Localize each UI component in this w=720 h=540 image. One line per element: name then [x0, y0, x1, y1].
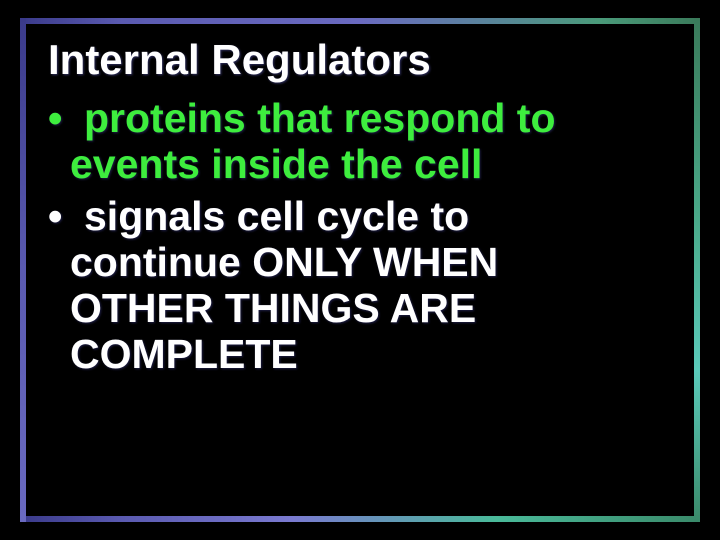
- bullet-list: proteins that respond to events inside t…: [48, 96, 680, 377]
- bullet-1-line-1: proteins that respond to: [84, 95, 556, 141]
- frame-border-right: [694, 18, 700, 522]
- bullet-item-2: signals cell cycle to continue ONLY WHEN…: [48, 194, 680, 378]
- bullet-2-line-1: signals cell cycle to: [84, 193, 469, 239]
- frame-border-bottom: [20, 516, 700, 522]
- bullet-2-line-4: COMPLETE: [70, 332, 680, 378]
- bullet-item-1: proteins that respond to events inside t…: [48, 96, 680, 188]
- bullet-1-line-2: events inside the cell: [70, 142, 680, 188]
- slide-title: Internal Regulators: [48, 38, 680, 82]
- slide-content: Internal Regulators proteins that respon…: [48, 38, 680, 502]
- bullet-2-line-2: continue ONLY WHEN: [70, 240, 680, 286]
- bullet-2-line-3: OTHER THINGS ARE: [70, 286, 680, 332]
- slide: Internal Regulators proteins that respon…: [0, 0, 720, 540]
- frame-border-top: [20, 18, 700, 24]
- frame-border-left: [20, 18, 26, 522]
